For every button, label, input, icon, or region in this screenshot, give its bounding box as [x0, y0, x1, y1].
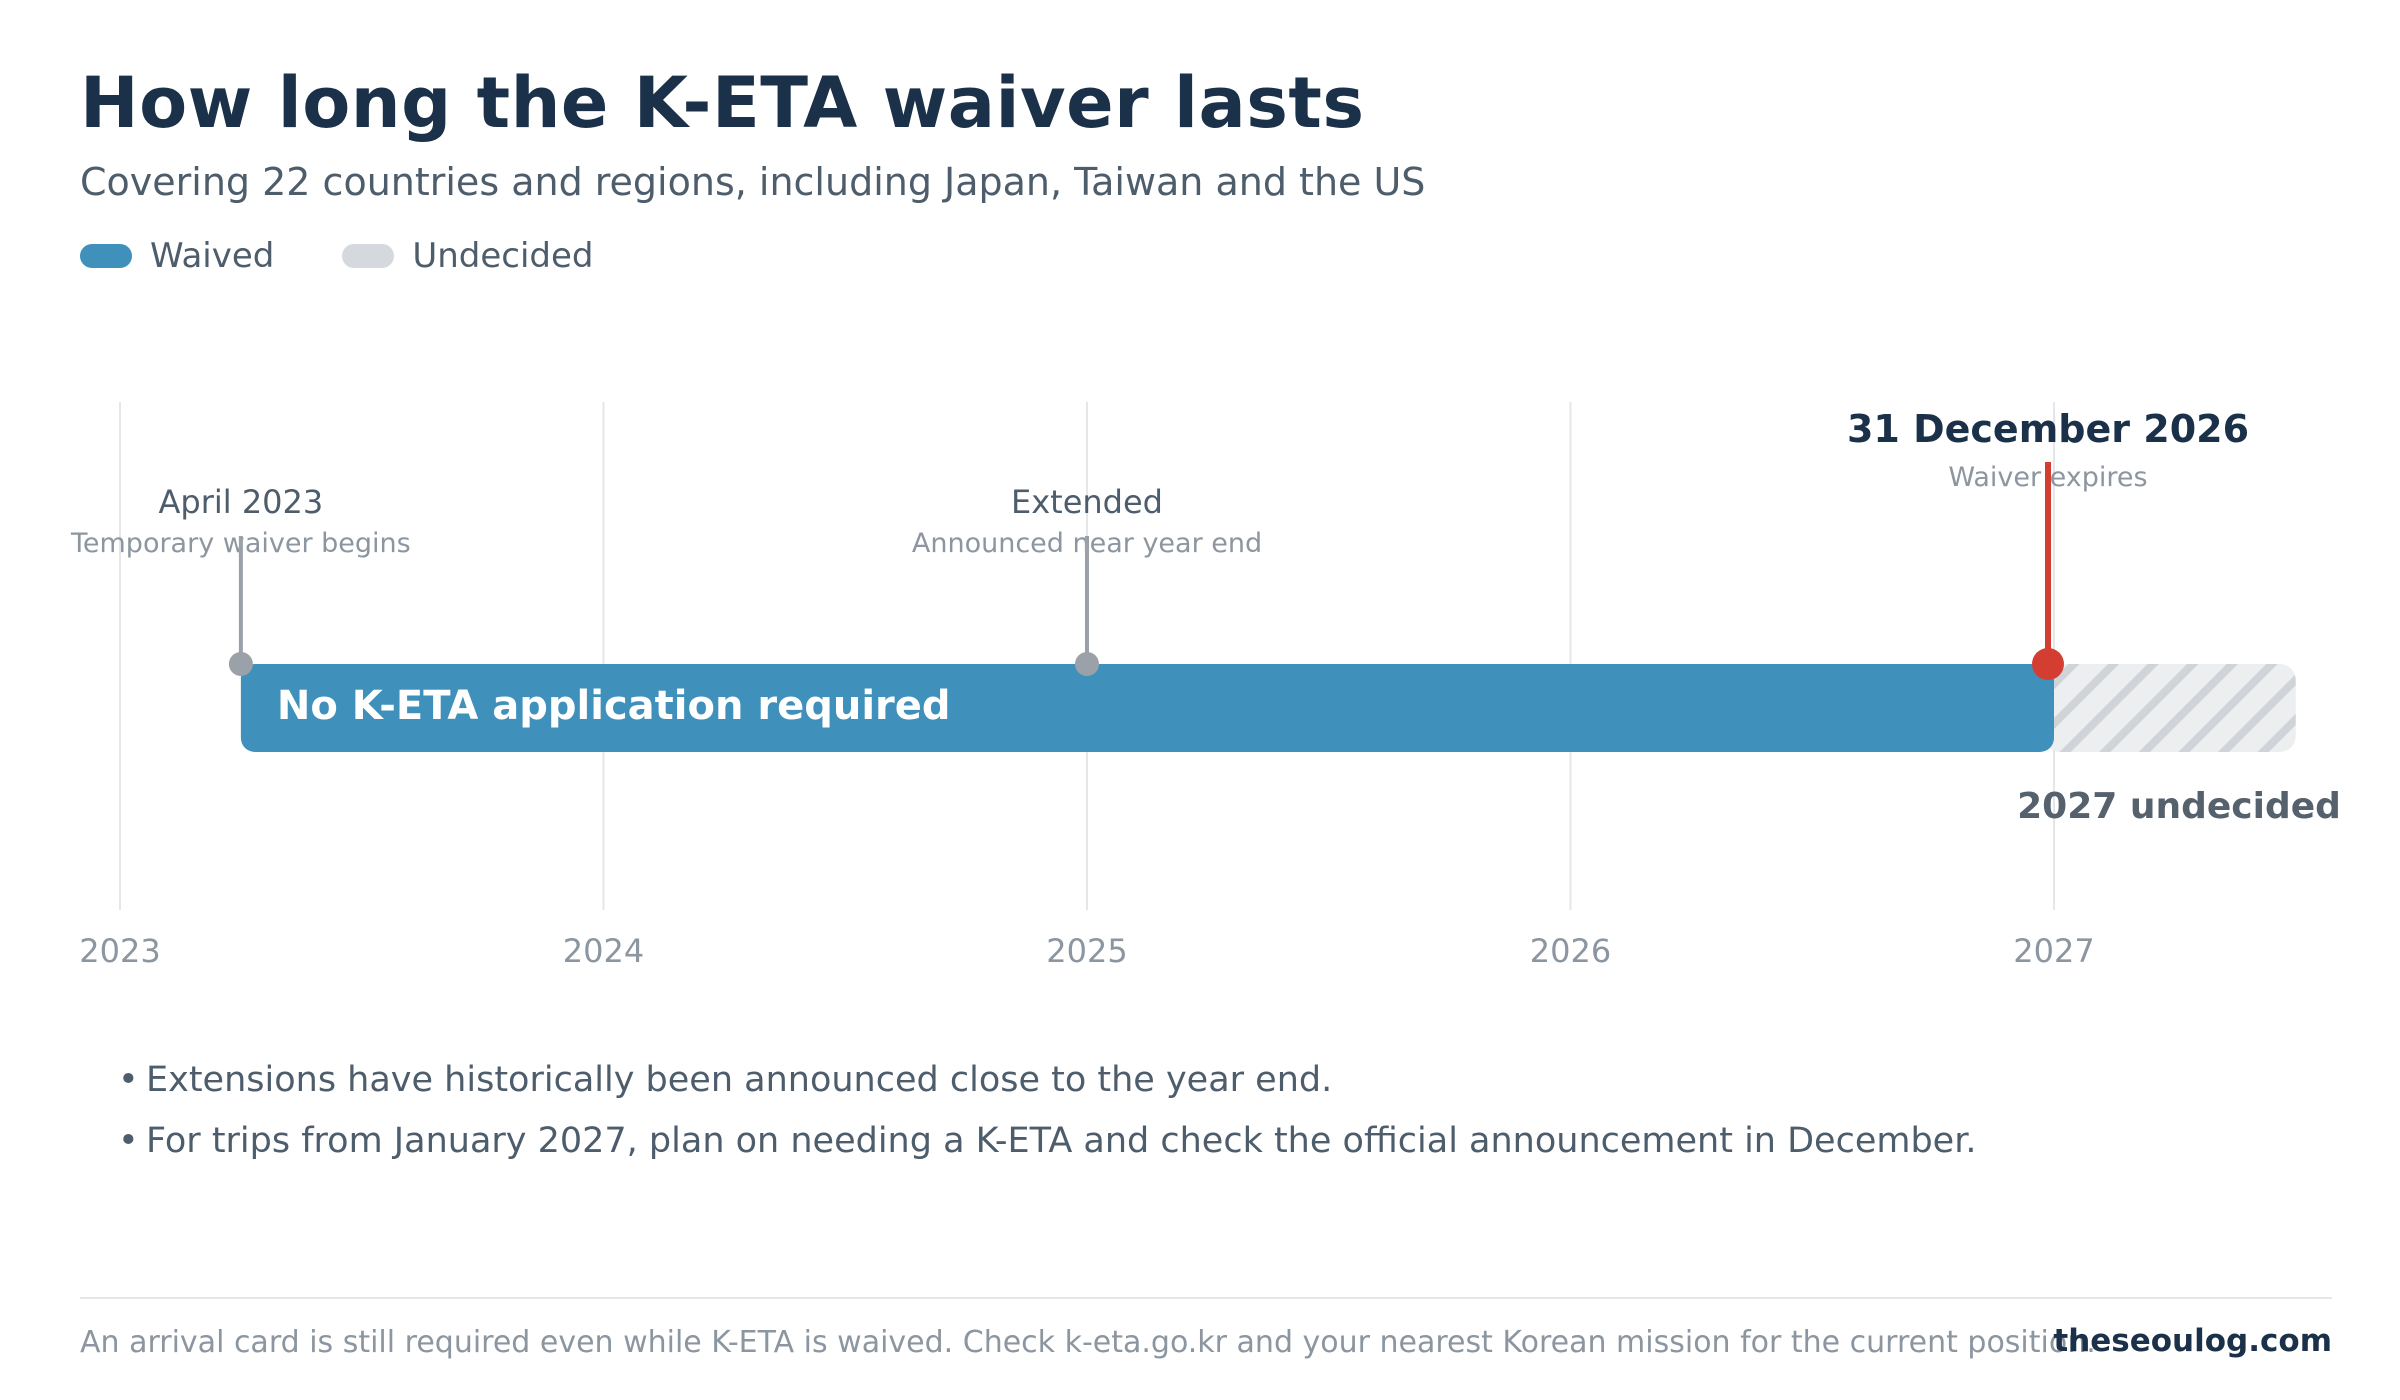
- waived-bar: [240, 664, 2054, 752]
- note-text: For trips from January 2027, plan on nee…: [146, 1121, 1977, 1161]
- year-label-2027: 2027: [2013, 932, 2094, 970]
- page-title: How long the K-ETA waiver lasts: [80, 62, 1365, 144]
- note-text: Extensions have historically been announ…: [146, 1060, 1333, 1100]
- legend-swatch-waived: [80, 244, 132, 268]
- milestone-dot: [1075, 652, 1099, 676]
- waived-bar-label: No K-ETA application required: [277, 683, 951, 729]
- milestone-title: Extended: [1011, 483, 1163, 521]
- year-label-2026: 2026: [1530, 932, 1611, 970]
- milestone-dot: [228, 652, 253, 676]
- page-subtitle: Covering 22 countries and regions, inclu…: [80, 160, 1426, 204]
- year-axis-labels: 2023 2024 2025 2026 2027: [79, 932, 2094, 970]
- notes-list: • Extensions have historically been annou…: [118, 1050, 1977, 1172]
- legend-label-waived: Waived: [150, 236, 275, 276]
- legend-label-undecided: Undecided: [412, 236, 594, 276]
- timeline-bars: No K-ETA application required 2027 undeci…: [240, 664, 2341, 827]
- year-label-2025: 2025: [1046, 932, 1127, 970]
- legend-item-waived: Waived: [80, 236, 274, 276]
- year-label-2024: 2024: [563, 932, 644, 970]
- year-label-2023: 2023: [79, 932, 160, 970]
- note-item: • Extensions have historically been annou…: [118, 1060, 1333, 1100]
- undecided-bar: [2044, 664, 2296, 752]
- note-item: • For trips from January 2027, plan on ne…: [118, 1121, 1977, 1161]
- brand-link[interactable]: theseoulog.com: [2053, 1323, 2332, 1359]
- footer-divider: [80, 1297, 2332, 1299]
- undecided-bar-label: 2027 undecided: [2017, 786, 2341, 827]
- expiry-dot: [2032, 648, 2064, 680]
- legend-swatch-undecided: [342, 244, 395, 268]
- footer-note: An arrival card is still required even w…: [80, 1325, 2096, 1360]
- legend: Waived Undecided: [80, 236, 662, 276]
- timeline-diagram: 2023 2024 2025 2026 2027 No K-ETA applicatio…: [70, 402, 2341, 970]
- expiry-title: 31 December 2026: [1847, 407, 2249, 451]
- legend-item-undecided: Undecided: [342, 236, 594, 276]
- milestone-title: April 2023: [159, 483, 324, 521]
